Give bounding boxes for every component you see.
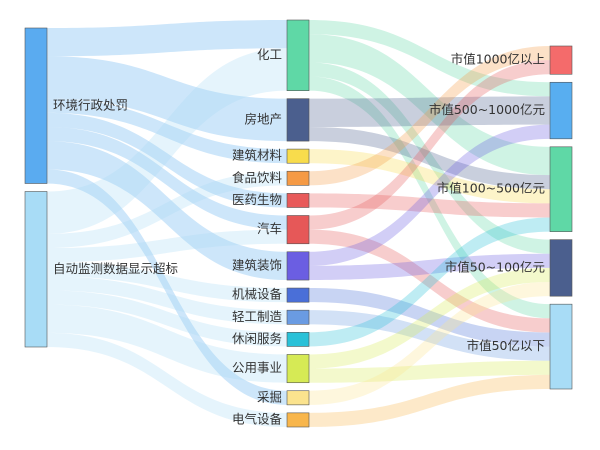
node bbox=[286, 19, 310, 91]
node bbox=[286, 412, 310, 428]
node-label: 休闲服务 bbox=[232, 331, 282, 346]
link bbox=[309, 62, 550, 254]
node bbox=[286, 170, 310, 186]
node-label: 电气设备 bbox=[232, 411, 283, 426]
link bbox=[309, 149, 550, 204]
node-label: 轻工制造 bbox=[232, 309, 283, 324]
link bbox=[47, 262, 287, 303]
node-label: 汽车 bbox=[257, 221, 282, 236]
node-label: 机械设备 bbox=[232, 287, 283, 302]
link bbox=[309, 126, 550, 190]
link bbox=[309, 124, 550, 266]
link bbox=[47, 332, 287, 427]
node-label: 市值1000亿以上 bbox=[451, 52, 545, 67]
link bbox=[47, 229, 287, 263]
node bbox=[549, 239, 573, 297]
link bbox=[309, 34, 550, 176]
link bbox=[309, 76, 550, 319]
link bbox=[309, 282, 550, 405]
link bbox=[47, 48, 287, 234]
link bbox=[47, 126, 287, 230]
link bbox=[47, 98, 287, 164]
node bbox=[286, 251, 310, 281]
node-label: 公用事业 bbox=[232, 360, 282, 375]
link bbox=[309, 229, 550, 333]
node-label: 建筑装饰 bbox=[232, 257, 282, 272]
node-label: 食品饮料 bbox=[232, 170, 283, 185]
link bbox=[309, 217, 550, 347]
node bbox=[286, 193, 310, 208]
node bbox=[286, 98, 310, 142]
link bbox=[309, 46, 550, 186]
node bbox=[286, 309, 310, 325]
link bbox=[47, 169, 287, 405]
link bbox=[309, 20, 550, 97]
node-label: 医药生物 bbox=[232, 192, 282, 207]
node-label: 建筑材料 bbox=[232, 148, 283, 163]
node bbox=[24, 191, 48, 348]
node bbox=[549, 303, 573, 390]
node-label: 市值50亿以下 bbox=[467, 338, 545, 353]
node-label: 环境行政处罚 bbox=[53, 97, 128, 112]
link bbox=[309, 253, 550, 281]
node bbox=[286, 332, 310, 347]
node bbox=[24, 27, 48, 184]
node bbox=[286, 287, 310, 303]
node-label: 化工 bbox=[257, 47, 282, 62]
link bbox=[309, 60, 550, 230]
node-label: 采掘 bbox=[257, 389, 282, 404]
link bbox=[47, 56, 287, 142]
link bbox=[309, 193, 550, 218]
link bbox=[309, 267, 550, 369]
link bbox=[309, 360, 550, 383]
node-label: 市值100~500亿元 bbox=[437, 181, 545, 196]
link bbox=[47, 112, 287, 208]
link bbox=[47, 290, 287, 347]
link bbox=[47, 141, 287, 281]
node bbox=[286, 354, 310, 384]
link bbox=[309, 374, 550, 427]
link bbox=[47, 304, 287, 383]
node bbox=[286, 148, 310, 164]
node bbox=[549, 81, 573, 140]
node bbox=[286, 390, 310, 406]
node-label: 自动监测数据显示超标 bbox=[53, 261, 178, 276]
node-label: 市值50~100亿元 bbox=[445, 259, 545, 274]
link bbox=[309, 310, 550, 361]
link bbox=[47, 276, 287, 325]
node-label: 市值500~1000亿元 bbox=[429, 102, 545, 117]
node-label: 房地产 bbox=[244, 111, 282, 126]
link bbox=[47, 171, 287, 249]
link bbox=[47, 20, 287, 57]
node bbox=[286, 215, 310, 245]
node bbox=[549, 45, 573, 75]
node bbox=[549, 146, 573, 232]
link bbox=[309, 96, 550, 127]
link bbox=[309, 288, 550, 347]
